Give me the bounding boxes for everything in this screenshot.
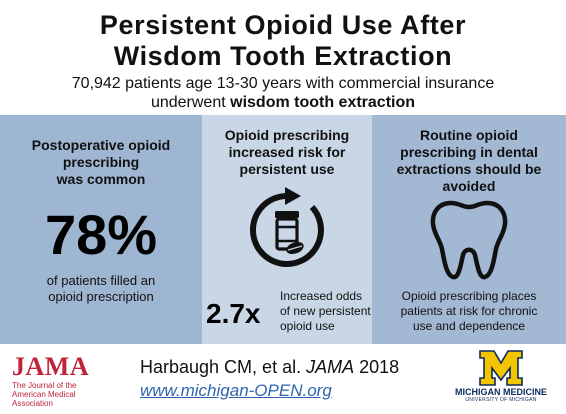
citation: Harbaugh CM, et al. JAMA 2018 [140, 357, 399, 378]
block-m-icon [479, 350, 523, 386]
michigan-medicine-logo: MICHIGAN MEDICINE UNIVERSITY OF MICHIGAN [444, 350, 558, 403]
caption-line: opioid use [280, 319, 335, 333]
title-line-2: Wisdom Tooth Extraction [113, 41, 453, 71]
infographic-title: Persistent Opioid Use After Wisdom Tooth… [0, 10, 566, 72]
panel-caption: Increased odds of new persistent opioid … [280, 289, 372, 334]
jama-logo: JAMA The Journal of the American Medical… [12, 352, 112, 409]
caption-line: opioid prescription [48, 289, 154, 304]
caption-line: of patients filled an [46, 273, 156, 288]
subtitle-line-2: underwent wisdom tooth extraction [0, 93, 566, 112]
heading-line: Routine opioid [420, 127, 518, 143]
jama-sub-line: Association [12, 399, 53, 408]
michigan-name: MICHIGAN MEDICINE [455, 387, 547, 397]
findings-panels: Postoperative opioid prescribing was com… [0, 115, 566, 344]
heading-line: prescribing in dental [400, 144, 538, 160]
caption-line: patients at risk for chronic [400, 304, 538, 318]
stat-2-7x: 2.7x [206, 298, 261, 329]
heading-line: extractions should be [396, 161, 542, 177]
pill-bottle-cycle-icon [249, 187, 324, 267]
panel-common-prescribing: Postoperative opioid prescribing was com… [0, 115, 202, 344]
caption-line: Increased odds [280, 289, 363, 303]
jama-sub-line: American Medical [12, 390, 76, 399]
caption-line: Opioid prescribing places [401, 289, 537, 303]
subtitle-line-1: 70,942 patients age 13-30 years with com… [71, 75, 495, 92]
panel-caption: Opioid prescribing places patients at ri… [372, 289, 566, 334]
infographic-subtitle: 70,942 patients age 13-30 years with com… [0, 74, 566, 112]
caption-line: use and dependence [412, 319, 526, 333]
citation-journal: JAMA [306, 357, 355, 377]
heading-line: Opioid prescribing [224, 127, 350, 143]
subtitle-prefix: underwent [150, 94, 231, 111]
heading-line: increased risk for [228, 144, 346, 160]
subtitle-emphasis: wisdom tooth extraction [230, 94, 416, 111]
michigan-open-link[interactable]: www.michigan-OPEN.org [140, 381, 332, 400]
heading-line: avoided [442, 178, 496, 194]
heading-line: prescribing [62, 154, 140, 170]
jama-wordmark: JAMA [12, 352, 90, 381]
caption-line: of new persistent [280, 304, 371, 318]
heading-line: was common [56, 171, 146, 187]
panel-heading: Postoperative opioid prescribing was com… [0, 137, 202, 188]
title-line-1: Persistent Opioid Use After [99, 10, 467, 40]
citation-authors: Harbaugh CM, et al. [140, 357, 307, 377]
jama-sub-line: The Journal of the [12, 381, 77, 390]
panel-avoid-prescribing: Routine opioid prescribing in dental ext… [372, 115, 566, 344]
heading-line: persistent use [239, 161, 335, 177]
heading-line: Postoperative opioid [31, 137, 171, 153]
panel-caption: of patients filled an opioid prescriptio… [0, 273, 202, 305]
panel-increased-risk: Opioid prescribing increased risk for pe… [202, 115, 372, 344]
michigan-sub: UNIVERSITY OF MICHIGAN [465, 397, 537, 403]
panel-heading: Opioid prescribing increased risk for pe… [202, 127, 372, 178]
citation-year: 2018 [354, 357, 400, 377]
tooth-icon [430, 200, 508, 280]
jama-subtitle: The Journal of the American Medical Asso… [12, 381, 112, 408]
stat-78-percent: 78% [44, 203, 158, 266]
panel-heading: Routine opioid prescribing in dental ext… [372, 127, 566, 195]
